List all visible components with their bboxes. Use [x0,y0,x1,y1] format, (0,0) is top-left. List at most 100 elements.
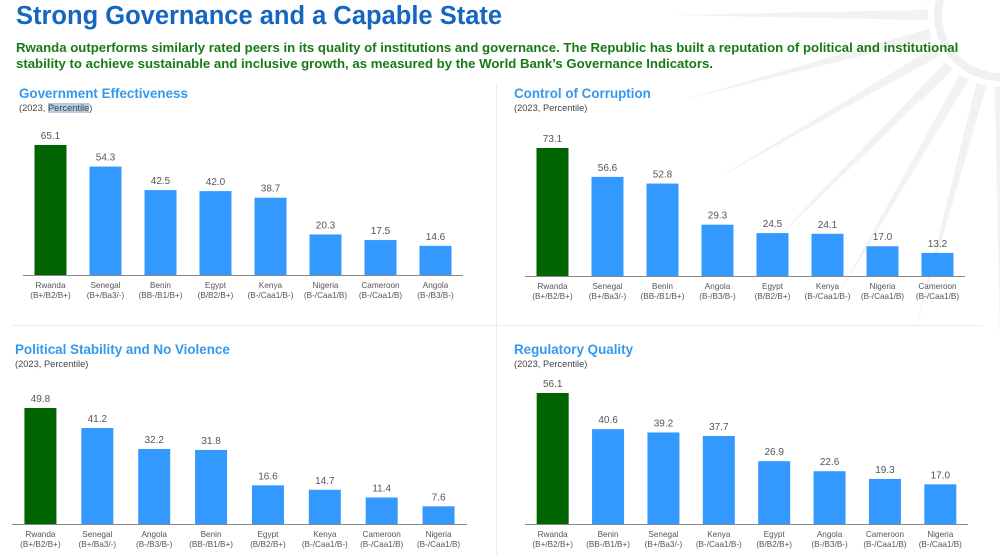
category-label: Egypt [257,530,279,539]
rating-label: (B+/B2/B+) [532,292,573,301]
bar-senegal [591,176,624,276]
category-label: Benin [598,530,619,539]
bar-chart-political-stability: 49.8 Rwanda(B+/B2/B+) 41.2 Senegal(B+/Ba3/-… [12,394,467,549]
panel-title: Control of Corruption [514,86,651,101]
rating-label: (B-/Caa1/B) [863,540,906,549]
bar-senegal [81,428,114,524]
page-subtitle: Rwanda outperforms similarly rated peers… [16,40,959,71]
panel-subtitle: (2023, Percentile) [19,103,92,113]
subtitle-unit: Percentile [542,359,585,369]
rating-label: (B-/Caa1/B) [916,292,959,301]
category-label: Egypt [205,281,227,290]
value-label: 56.1 [543,379,563,390]
value-label: 22.6 [820,457,840,468]
rating-label: (B-/Caa1/B) [861,292,904,301]
category-label: Kenya [313,530,337,539]
bar-egypt [758,461,791,524]
bar-angola [138,448,171,524]
value-label: 37.7 [709,422,729,433]
rating-label: (BB-/B1/B+) [139,291,183,300]
bar-angola [701,224,734,276]
value-label: 17.0 [931,470,951,481]
rating-label: (B-/Caa1/B) [359,291,402,300]
value-label: 40.6 [598,415,618,426]
bar-egypt [251,485,284,524]
panel-title: Government Effectiveness [19,86,188,101]
category-label: Kenya [259,281,283,290]
category-label: Kenya [707,530,731,539]
rating-label: (B-/Caa1/B) [919,540,962,549]
rating-label: (B-/B3/B-) [811,540,848,549]
value-label: 7.6 [432,492,446,503]
bar-egypt [756,233,789,276]
bar-nigeria [924,484,957,524]
rating-label: (B+/Ba3/-) [589,292,627,301]
value-label: 17.5 [371,226,391,237]
value-label: 13.2 [928,239,948,250]
category-label: Angola [817,530,843,539]
category-label: Angola [423,281,449,290]
rating-label: (B+/Ba3/-) [87,291,125,300]
value-label: 52.8 [653,170,673,181]
panel-regulatory-quality: Regulatory Quality (2023, Percentile) 56… [514,342,984,555]
rating-label: (B-/Caa1/B) [304,291,347,300]
rating-label: (BB-/B1/B+) [189,540,233,549]
bar-benin [592,429,625,524]
rating-label: (B-/Caa1/B-) [696,540,742,549]
rating-label: (BB-/B1/B+) [641,292,685,301]
rating-label: (B+/Ba3/-) [645,540,683,549]
rating-label: (B-/Caa1/B-) [805,292,851,301]
category-label: Rwanda [538,530,568,539]
category-label: Nigeria [870,282,896,291]
sunburst-ray [924,0,930,2]
bar-nigeria [866,246,899,276]
category-label: Rwanda [537,282,567,291]
category-label: Cameroon [866,530,905,539]
page-title: Strong Governance and a Capable State [16,2,503,30]
rating-label: (BB-/B1/B+) [586,540,630,549]
rating-label: (B-/B3/B-) [699,292,736,301]
subtitle-prefix: (2023, [514,359,543,369]
rating-label: (B+/B2/B+) [30,291,71,300]
value-label: 16.6 [258,471,278,482]
category-label: Nigeria [927,530,953,539]
value-label: 42.5 [151,176,171,187]
category-label: Rwanda [35,281,65,290]
subtitle-prefix: (2023, [19,103,48,113]
category-label: Cameroon [361,281,400,290]
category-label: Angola [705,282,731,291]
value-label: 32.2 [144,435,164,446]
value-label: 31.8 [201,436,221,447]
bar-rwanda [536,148,569,276]
bar-chart-government-effectiveness: 65.1 Rwanda(B+/B2/B+) 54.3 Senegal(B+/Ba3/-… [23,131,463,300]
sunburst-ray [670,9,929,21]
bar-nigeria [309,234,342,275]
subtitle-unit: Percentile [43,359,86,369]
panel-subtitle: (2023, Percentile) [514,103,587,113]
bar-angola [419,245,452,275]
subtitle-suffix: ) [89,103,93,113]
panel-subtitle: (2023, Percentile) [15,359,88,369]
bar-kenya [811,233,844,276]
category-label: Egypt [762,282,784,291]
bar-chart-regulatory-quality: 56.1 Rwanda(B+/B2/B+) 40.6 Benin(BB-/B1/B+)… [525,379,968,549]
value-label: 24.5 [763,219,783,230]
category-label: Senegal [82,530,112,539]
value-label: 14.7 [315,476,335,487]
value-label: 29.3 [708,211,728,222]
bar-kenya [702,435,735,524]
category-label: Angola [141,530,167,539]
rating-label: (B-/B3/B-) [417,291,454,300]
value-label: 19.3 [875,465,895,476]
bar-benin [646,183,679,276]
category-label: Cameroon [363,530,402,539]
subtitle-suffix: ) [85,359,89,369]
bar-nigeria [422,506,455,524]
value-label: 42.0 [206,177,226,188]
category-label: Senegal [592,282,622,291]
subtitle-suffix: ) [584,359,588,369]
rating-label: (B/B2/B+) [755,292,791,301]
bar-angola [813,471,846,524]
value-label: 56.6 [598,163,618,174]
panel-government-effectiveness: Government Effectiveness (2023, Percenti… [19,86,479,311]
